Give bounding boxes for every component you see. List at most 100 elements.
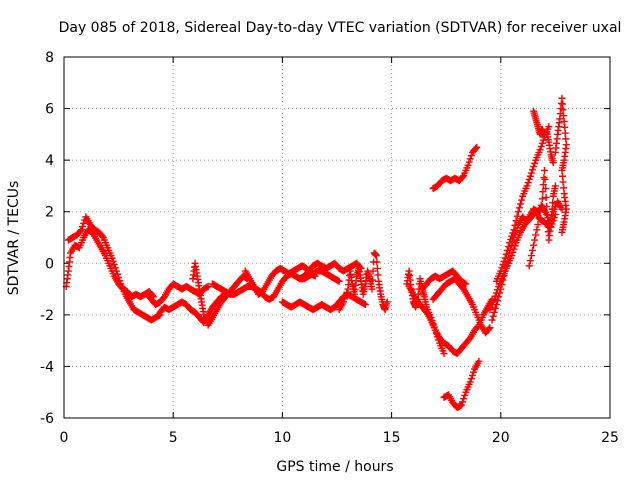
data-point — [335, 277, 343, 285]
data-point — [77, 226, 85, 234]
data-point — [503, 246, 511, 254]
data-point — [204, 282, 212, 290]
data-point — [374, 271, 382, 279]
data-point — [465, 158, 473, 166]
data-point — [470, 368, 477, 376]
data-point — [311, 272, 319, 280]
data-point — [485, 325, 493, 333]
data-point — [79, 223, 87, 231]
data-point — [518, 196, 526, 204]
data-point — [534, 221, 542, 229]
data-point — [528, 166, 536, 174]
axis-ticks — [63, 56, 611, 419]
data-point — [515, 204, 523, 212]
data-point — [537, 143, 545, 151]
data-point — [76, 227, 84, 235]
data-point — [536, 146, 544, 154]
data-point — [524, 179, 532, 187]
y-tick-label: -2 — [40, 308, 54, 324]
data-point — [486, 324, 494, 332]
series-sat-o — [429, 143, 481, 193]
data-point — [459, 173, 467, 181]
x-tick-labels: 0 5 10 15 20 25 — [60, 430, 619, 446]
series-sat-i — [296, 259, 365, 283]
data-point — [462, 280, 470, 288]
x-axis-label: GPS time / hours — [276, 459, 393, 475]
data-point — [459, 398, 467, 406]
plot-frame — [63, 56, 611, 419]
data-point — [527, 252, 535, 260]
data-point — [383, 298, 391, 306]
series-sat-g — [241, 262, 319, 298]
data-point — [551, 182, 559, 190]
data-point — [475, 357, 483, 365]
data-point — [513, 212, 521, 220]
data-point — [508, 252, 516, 260]
data-point — [509, 229, 517, 237]
data-point — [108, 254, 116, 262]
data-point — [528, 246, 536, 254]
series-sat-r — [492, 123, 553, 285]
data-point — [116, 277, 124, 285]
series-sat-c — [143, 280, 212, 309]
data-point — [491, 292, 499, 300]
data-point — [542, 194, 550, 202]
data-point — [538, 195, 546, 203]
data-point — [507, 235, 515, 243]
x-tick-label: 25 — [601, 430, 619, 446]
data-point — [547, 218, 555, 226]
data-point — [549, 199, 557, 207]
data-point — [467, 152, 475, 160]
data-point — [530, 163, 538, 171]
data-point — [473, 143, 481, 151]
data-point — [466, 155, 474, 163]
data-point — [372, 252, 380, 260]
data-point — [523, 182, 531, 190]
data-point — [548, 212, 556, 220]
data-point — [527, 169, 535, 177]
data-point — [373, 258, 381, 266]
data-point — [532, 231, 540, 239]
data-point — [508, 232, 516, 240]
chart-title: Day 085 of 2018, Sidereal Day-to-day VTE… — [59, 20, 622, 36]
data-point — [541, 175, 549, 183]
series-sat-s — [486, 203, 559, 314]
data-point — [526, 172, 534, 180]
data-point — [530, 241, 538, 249]
data-point — [110, 261, 118, 269]
data-point — [510, 245, 518, 253]
data-point — [511, 221, 519, 229]
data-point — [548, 205, 556, 213]
data-point — [512, 217, 520, 225]
data-point — [525, 262, 533, 270]
data-point — [535, 214, 543, 222]
data-point — [494, 286, 502, 294]
data-point — [537, 201, 545, 209]
x-tick-label: 0 — [60, 430, 69, 446]
data-point — [558, 228, 566, 236]
data-point — [514, 208, 522, 216]
y-tick-label: -6 — [40, 411, 54, 427]
grid-lines — [64, 57, 610, 418]
data-point — [342, 292, 350, 300]
data-point — [491, 304, 499, 312]
series-sat-u — [530, 107, 557, 167]
y-tick-label: 4 — [45, 153, 54, 169]
data-point — [526, 257, 534, 265]
y-tick-label: 0 — [45, 256, 54, 272]
data-point — [516, 200, 524, 208]
data-point — [468, 371, 476, 379]
data-point — [98, 232, 106, 240]
data-point — [340, 298, 348, 306]
x-tick-label: 5 — [169, 430, 178, 446]
data-point — [531, 236, 539, 244]
data-point — [504, 243, 512, 251]
data-point — [115, 273, 123, 281]
data-point — [440, 350, 448, 358]
data-point — [525, 175, 533, 183]
data-point — [551, 210, 559, 218]
data-point — [538, 139, 546, 147]
series-sat-e — [189, 259, 251, 329]
data-point — [531, 159, 539, 167]
